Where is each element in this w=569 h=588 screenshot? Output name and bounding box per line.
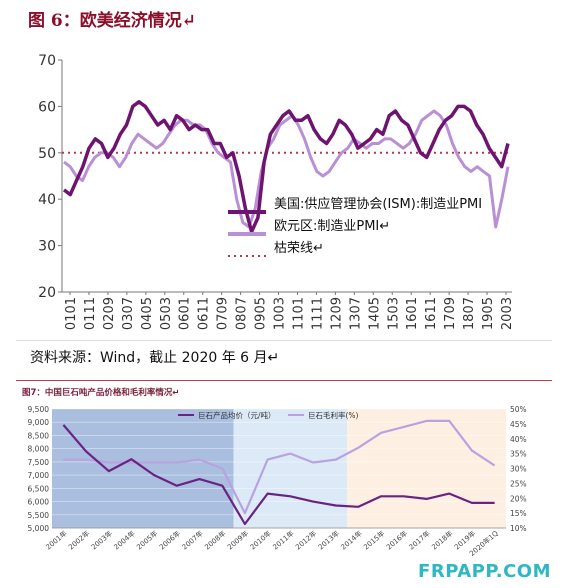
- y-left-tick-label: 7,000: [28, 471, 50, 480]
- bottom-chart: 5,000 5,500 6,000 6,500 7,000 7,500 8,000 8,500…: [28, 405, 527, 558]
- y-left-tick-label: 9,500: [28, 405, 50, 414]
- series-price-line: [62, 424, 495, 526]
- y-left-tick-label: 6,500: [28, 484, 50, 493]
- y-left-tick-label: 5,000: [28, 524, 50, 533]
- series-eu-pmi-line: [63, 109, 510, 229]
- x-tick-label: 2009年: [225, 529, 250, 552]
- x-tick-label: 2002年: [67, 529, 92, 552]
- y-tick-label: 50: [38, 146, 56, 162]
- y-tick-label: 70: [38, 53, 56, 69]
- y-tick-label: 60: [38, 99, 56, 115]
- y-right-tick-label: 20%: [510, 494, 527, 503]
- legend-label: 枯荣线↵: [274, 241, 324, 256]
- x-tick-label: 2014年: [339, 529, 364, 552]
- x-tick-label: 2006年: [157, 529, 182, 552]
- x-tick-label: 2011年: [271, 529, 296, 552]
- x-tick-label: 0807: [235, 297, 250, 330]
- watermark: FRPAPP.COM: [418, 561, 551, 582]
- x-tick-label: 0601: [178, 297, 193, 330]
- x-tick-label: 0611: [197, 297, 212, 330]
- x-tick-label: 0111: [83, 297, 98, 330]
- y-right-tick-label: 50%: [510, 405, 527, 414]
- y-left-tick-label: 8,500: [28, 431, 50, 440]
- x-tick-label: 2005年: [135, 529, 160, 552]
- legend-label: 巨石产品均价（元/吨）: [198, 410, 276, 420]
- y-left-tick-label: 8,000: [28, 445, 50, 454]
- x-tick-label: 0905: [254, 297, 269, 330]
- divider: [16, 340, 552, 341]
- x-tick-label: 2007年: [180, 529, 205, 552]
- x-tick-label: 1709: [443, 297, 458, 330]
- y-right-tick-label: 35%: [510, 450, 527, 459]
- x-tick-label: 1111: [310, 297, 325, 330]
- x-tick-label: 2004年: [112, 529, 137, 552]
- y-tick-label: 20: [38, 285, 56, 301]
- divider: [16, 380, 552, 381]
- y-left-tick-label: 5,500: [28, 511, 50, 520]
- x-tick-label: 2016年: [384, 529, 409, 552]
- x-tick-label: 0709: [216, 297, 231, 330]
- x-tick-label: 0307: [121, 297, 136, 330]
- x-tick-label: 2008年: [203, 529, 228, 552]
- series-ism-pmi-line: [62, 100, 510, 234]
- x-tick-label: 2010年: [248, 529, 273, 552]
- x-tick-label: 1807: [462, 297, 477, 330]
- x-tick-label: 2003: [500, 297, 515, 330]
- y-right-tick-label: 15%: [510, 509, 527, 518]
- x-tick-label: 2003年: [89, 529, 114, 552]
- top-chart-title: 图 6：欧美经济情况↵: [28, 11, 196, 31]
- x-tick-label: 1101: [291, 297, 306, 330]
- y-right-tick-label: 45%: [510, 420, 527, 429]
- x-tick-label: 1905: [481, 297, 496, 330]
- x-tick-label: 2015年: [362, 529, 387, 552]
- x-tick-label: 2018年: [430, 529, 455, 552]
- shade-band-late: [347, 409, 506, 528]
- x-tick-label: 2017年: [407, 529, 432, 552]
- x-tick-label: 0405: [140, 297, 155, 330]
- y-right-tick-label: 10%: [510, 524, 527, 533]
- x-tick-label: 0503: [159, 297, 174, 330]
- x-tick-label: 1601: [405, 297, 420, 330]
- x-tick-label: 1003: [273, 297, 288, 330]
- top-chart: 20 30 40 50 60 70 0101 0111 0209 0307 0405 0503 0601…: [38, 53, 515, 330]
- x-tick-label: 0209: [102, 297, 117, 330]
- y-right-tick-label: 40%: [510, 435, 527, 444]
- x-tick-label: 1307: [348, 297, 363, 330]
- x-tick-label: 1611: [424, 297, 439, 330]
- y-tick-label: 40: [38, 192, 56, 208]
- y-tick-label: 30: [38, 239, 56, 255]
- x-tick-label: 1209: [329, 297, 344, 330]
- y-left-tick-label: 7,500: [28, 458, 50, 467]
- x-tick-label: 2012年: [294, 529, 319, 552]
- bottom-chart-title: 图7：中国巨石吨产品价格和毛利率情况↵: [22, 388, 180, 398]
- y-left-tick-label: 9,000: [28, 418, 50, 427]
- x-tick-label: 0101: [64, 297, 79, 330]
- x-tick-label: 2013年: [316, 529, 341, 552]
- x-tick-label: 1405: [367, 297, 382, 330]
- y-right-tick-label: 30%: [510, 465, 527, 474]
- x-tick-label: 1503: [386, 297, 401, 330]
- shade-band-mid: [233, 409, 348, 528]
- y-left-tick-label: 6,000: [28, 498, 50, 507]
- legend-label: 美国:供应管理协会(ISM):制造业PMI: [274, 196, 482, 212]
- legend-label: 巨石毛利率(%): [308, 410, 359, 420]
- y-right-tick-label: 25%: [510, 479, 527, 488]
- source-note: 资料来源：Wind，截止 2020 年 6 月↵: [30, 350, 280, 366]
- legend-label: 欧元区:制造业PMI↵: [274, 219, 390, 234]
